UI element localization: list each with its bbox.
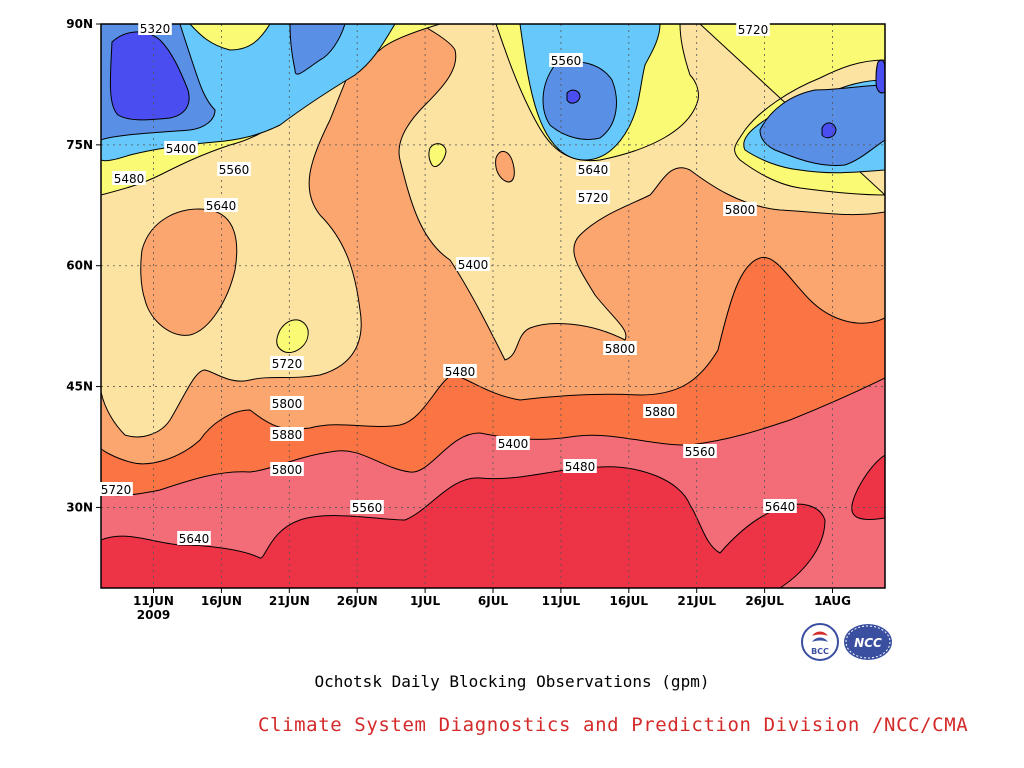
contour-label: 5640	[763, 499, 797, 514]
contour-label: 5720	[576, 190, 610, 205]
contour-label: 5400	[496, 436, 530, 451]
contour-label: 5480	[563, 459, 597, 474]
x-tick-label: 1JUL	[410, 594, 441, 608]
contour-label: 5880	[643, 404, 677, 419]
grid	[101, 24, 885, 588]
contour-label: 5800	[270, 462, 304, 477]
ncc-logo-text: NCC	[854, 636, 882, 650]
x-tick-label: 21JUN	[269, 594, 310, 608]
band-5320-5400	[101, 24, 885, 167]
small-yellow-patch	[276, 319, 309, 354]
contour-label: 5720	[270, 356, 304, 371]
svg-text:5800: 5800	[272, 463, 303, 477]
svg-text:5640: 5640	[765, 500, 796, 514]
svg-text:5800: 5800	[272, 397, 303, 411]
contour-label: 5480	[112, 171, 146, 186]
contour-label: 5400	[164, 141, 198, 156]
contour-label: 5880	[270, 427, 304, 442]
svg-text:5880: 5880	[272, 428, 303, 442]
bcc-logo-icon: BCC	[801, 623, 839, 661]
small-orange-patch	[140, 208, 238, 336]
contour-label: 5480	[443, 364, 477, 379]
svg-text:5720: 5720	[272, 357, 303, 371]
x-tick-label: 11JUL	[542, 594, 581, 608]
svg-text:5400: 5400	[166, 142, 197, 156]
chart-title: Ochotsk Daily Blocking Observations (gpm…	[314, 672, 710, 691]
svg-text:5480: 5480	[565, 460, 596, 474]
ncc-logo-icon: NCC	[844, 624, 892, 660]
contour-label: 5560	[217, 162, 251, 177]
svg-text:5800: 5800	[725, 203, 756, 217]
x-tick-label: 1AUG	[814, 594, 851, 608]
contour-label: 5320	[138, 21, 172, 36]
contour-label: 5560	[350, 500, 384, 515]
contour-label: 5560	[683, 444, 717, 459]
svg-text:5480: 5480	[114, 172, 145, 186]
y-tick-label: 45N	[66, 380, 93, 394]
svg-text:5880: 5880	[645, 405, 676, 419]
contour-label: 5800	[270, 396, 304, 411]
y-tick-label: 90N	[66, 17, 93, 31]
bcc-logo-text: BCC	[811, 647, 829, 656]
x-tick-label: 6JUL	[478, 594, 509, 608]
svg-text:5720: 5720	[738, 23, 769, 37]
contour-label: 5640	[576, 162, 610, 177]
y-tick-label: 30N	[66, 500, 93, 514]
svg-text:5480: 5480	[445, 365, 476, 379]
svg-text:5560: 5560	[685, 445, 716, 459]
contour-label: 5560	[549, 53, 583, 68]
svg-text:5640: 5640	[179, 532, 210, 546]
svg-text:5720: 5720	[578, 191, 609, 205]
x-axis: 11JUN 16JUN 21JUN 26JUN 1JUL 6JUL 11JUL 16JUL 21…	[133, 588, 851, 622]
svg-text:5400: 5400	[498, 437, 529, 451]
contour-label: 5720	[99, 482, 133, 497]
logos: BCC NCC	[801, 623, 892, 661]
contour-label: 5640	[204, 198, 238, 213]
contour-label: 5400	[456, 257, 490, 272]
small-yellow-patch	[428, 143, 447, 167]
svg-text:5720: 5720	[101, 483, 132, 497]
svg-text:5320: 5320	[140, 22, 171, 36]
x-tick-label: 26JUN	[337, 594, 378, 608]
x-tick-label: 21JUL	[677, 594, 716, 608]
svg-text:5560: 5560	[551, 54, 582, 68]
svg-text:5560: 5560	[219, 163, 250, 177]
x-tick-label: 11JUN	[133, 594, 174, 608]
y-tick-label: 60N	[66, 259, 93, 273]
svg-text:5400: 5400	[458, 258, 489, 272]
contour-label: 5800	[603, 341, 637, 356]
contour-label: 5640	[177, 531, 211, 546]
credit-text: Climate System Diagnostics and Predictio…	[258, 714, 969, 736]
y-tick-label: 75N	[66, 138, 93, 152]
svg-text:5800: 5800	[605, 342, 636, 356]
x-tick-label: 26JUL	[745, 594, 784, 608]
x-tick-label: 16JUN	[201, 594, 242, 608]
svg-text:5560: 5560	[352, 501, 383, 515]
x-tick-label: 16JUL	[610, 594, 649, 608]
svg-text:5640: 5640	[578, 163, 609, 177]
x-year-label: 2009	[137, 608, 170, 622]
contour-label: 5800	[723, 202, 757, 217]
y-axis: 30N 45N 60N 75N 90N	[66, 17, 101, 514]
contour-label: 5720	[736, 22, 770, 37]
small-orange-patch	[495, 151, 515, 183]
svg-text:5640: 5640	[206, 199, 237, 213]
contour-labels: 5320 5400 5480 5560 5640 5720 5800 5880 5800 5720…	[99, 21, 797, 546]
band-below-5320	[109, 31, 885, 139]
